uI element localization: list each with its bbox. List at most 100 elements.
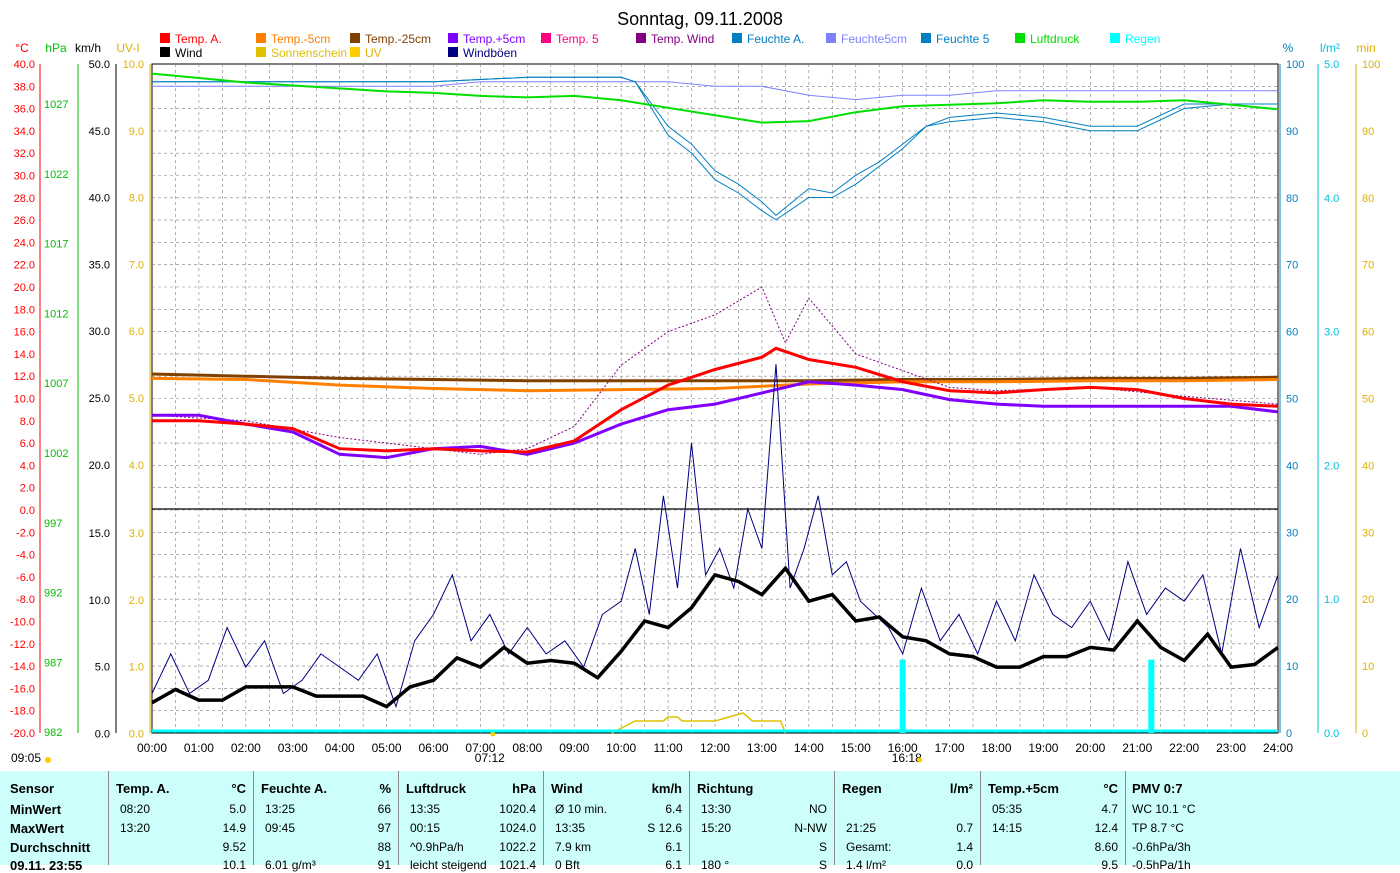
x-tick-label: 13:00 (747, 741, 777, 755)
sunset-label: 16:18 (892, 751, 922, 765)
legend-swatch (1110, 33, 1120, 43)
legend-swatch (448, 33, 458, 43)
direction-row-value: S (818, 840, 827, 854)
sensor-row-label: 09.11. 23:55 (10, 858, 83, 873)
humidity-tick-label: 80 (1286, 193, 1298, 205)
wind-row-value: 6.1 (665, 858, 682, 872)
humidity-row-time: 09:45 (265, 821, 296, 835)
legend-label: Temp. Wind (651, 32, 714, 46)
humidity-row-value: 91 (377, 858, 391, 872)
temp5-row-time: 14:15 (992, 821, 1023, 835)
legend-label: Luftdruck (1030, 32, 1080, 46)
wind-header: Wind (551, 781, 583, 796)
wind-tick-label: 50.0 (89, 59, 110, 71)
temp-tick-label: 32.0 (14, 148, 35, 160)
humidity-row-value: 97 (377, 821, 391, 835)
temp-row-time: 13:20 (120, 821, 151, 835)
humidity-header: Feuchte A. (261, 781, 327, 796)
pressure-tick-label: 1002 (44, 448, 68, 460)
wind-row-value: 6.1 (665, 840, 682, 854)
series-wind-line (151, 565, 1280, 709)
temp-tick-label: 14.0 (14, 349, 35, 361)
temp-tick-label: 34.0 (14, 126, 35, 138)
legend-swatch (448, 47, 458, 57)
moon-time-label: 09:05 (11, 751, 41, 765)
temp-tick-label: -18.0 (10, 706, 35, 718)
temp-row-value: 10.1 (222, 858, 246, 872)
chart-title: Sonntag, 09.11.2008 (617, 9, 783, 29)
x-tick-label: 06:00 (418, 741, 448, 755)
table-divider (689, 771, 690, 865)
sun-tick-label: 50 (1362, 394, 1374, 406)
table-divider (253, 771, 254, 865)
x-tick-label: 12:00 (700, 741, 730, 755)
rain-tick-label: 1.0 (1324, 594, 1339, 606)
direction-row-value: NO (809, 802, 827, 816)
uv-tick-label: 2.0 (129, 595, 144, 607)
temp-tick-label: 6.0 (20, 438, 35, 450)
humidity-unit: % (379, 781, 391, 796)
series-regen-bar (1148, 659, 1155, 733)
x-tick-label: 08:00 (512, 741, 542, 755)
temp-tick-label: -12.0 (10, 639, 35, 651)
sunrise-label: 07:12 (475, 751, 505, 765)
wind-unit: km/h (651, 781, 682, 796)
x-tick-label: 10:00 (606, 741, 636, 755)
temp5-unit: °C (1103, 781, 1118, 796)
direction-row-value: N-NW (794, 821, 827, 835)
wind-tick-label: 0.0 (95, 728, 110, 740)
wind-tick-label: 20.0 (89, 460, 110, 472)
pressure-tick-label: 1007 (44, 378, 68, 390)
legend-label: Temp. 5 (556, 32, 599, 46)
series-temp-a-line (152, 346, 1279, 454)
x-tick-label: 23:00 (1216, 741, 1246, 755)
humidity-tick-label: 20 (1286, 594, 1298, 606)
sun-tick-label: 40 (1362, 460, 1374, 472)
x-tick-label: 00:00 (137, 741, 167, 755)
temp5-row-value: 9.5 (1101, 858, 1118, 872)
temp-tick-label: 28.0 (14, 193, 35, 205)
pressure-tick-label: 1017 (44, 239, 68, 251)
direction-row-value: S (818, 858, 827, 872)
legend-label: Feuchte5cm (841, 32, 907, 46)
legend-swatch (160, 33, 170, 43)
rain-unit: l/m² (949, 781, 973, 796)
wind-tick-label: 10.0 (89, 595, 110, 607)
temp5-row-value: 12.4 (1094, 821, 1118, 835)
table-divider (543, 771, 544, 865)
pressure-header: Luftdruck (406, 781, 466, 796)
wind-row-time: 7.9 km (555, 840, 592, 854)
wind-row-value: S 12.6 (647, 821, 682, 835)
rain-row-time: Gesamt: (846, 840, 892, 854)
direction-header: Richtung (697, 781, 754, 796)
legend-label: Feuchte 5 (936, 32, 990, 46)
temp-row-time: 08:20 (120, 802, 151, 816)
rain-row-value: 0.0 (956, 858, 973, 872)
temp-tick-label: 24.0 (14, 237, 35, 249)
wind-tick-label: 25.0 (89, 393, 110, 405)
rain-row-value: 0.7 (956, 821, 973, 835)
temp5-row-time: 05:35 (992, 802, 1023, 816)
wind-row-time: 13:35 (555, 821, 586, 835)
pressure-row-value: 1021.4 (499, 858, 536, 872)
pressure-row-value: 1024.0 (499, 821, 536, 835)
uv-tick-label: 10.0 (123, 59, 144, 71)
sensor-row-label: Durchschnitt (10, 840, 91, 855)
axis-header-wind: km/h (75, 41, 101, 55)
temp-tick-label: 0.0 (20, 505, 35, 517)
rain-row-time: 1.4 l/m² (846, 858, 887, 872)
series-sonnenschein-line (611, 712, 787, 734)
x-tick-label: 04:00 (325, 741, 355, 755)
table-divider (398, 771, 399, 865)
humidity-row-time: 13:25 (265, 802, 296, 816)
temp-tick-label: 38.0 (14, 81, 35, 93)
humidity-tick-label: 100 (1286, 59, 1304, 71)
legend-swatch (350, 33, 360, 43)
rain-tick-label: 2.0 (1324, 460, 1339, 472)
pressure-tick-label: 997 (44, 518, 62, 530)
temp-tick-label: -16.0 (10, 683, 35, 695)
temp-tick-label: -14.0 (10, 661, 35, 673)
x-tick-label: 15:00 (841, 741, 871, 755)
rain-tick-label: 0.0 (1324, 728, 1339, 740)
legend-swatch (160, 47, 170, 57)
